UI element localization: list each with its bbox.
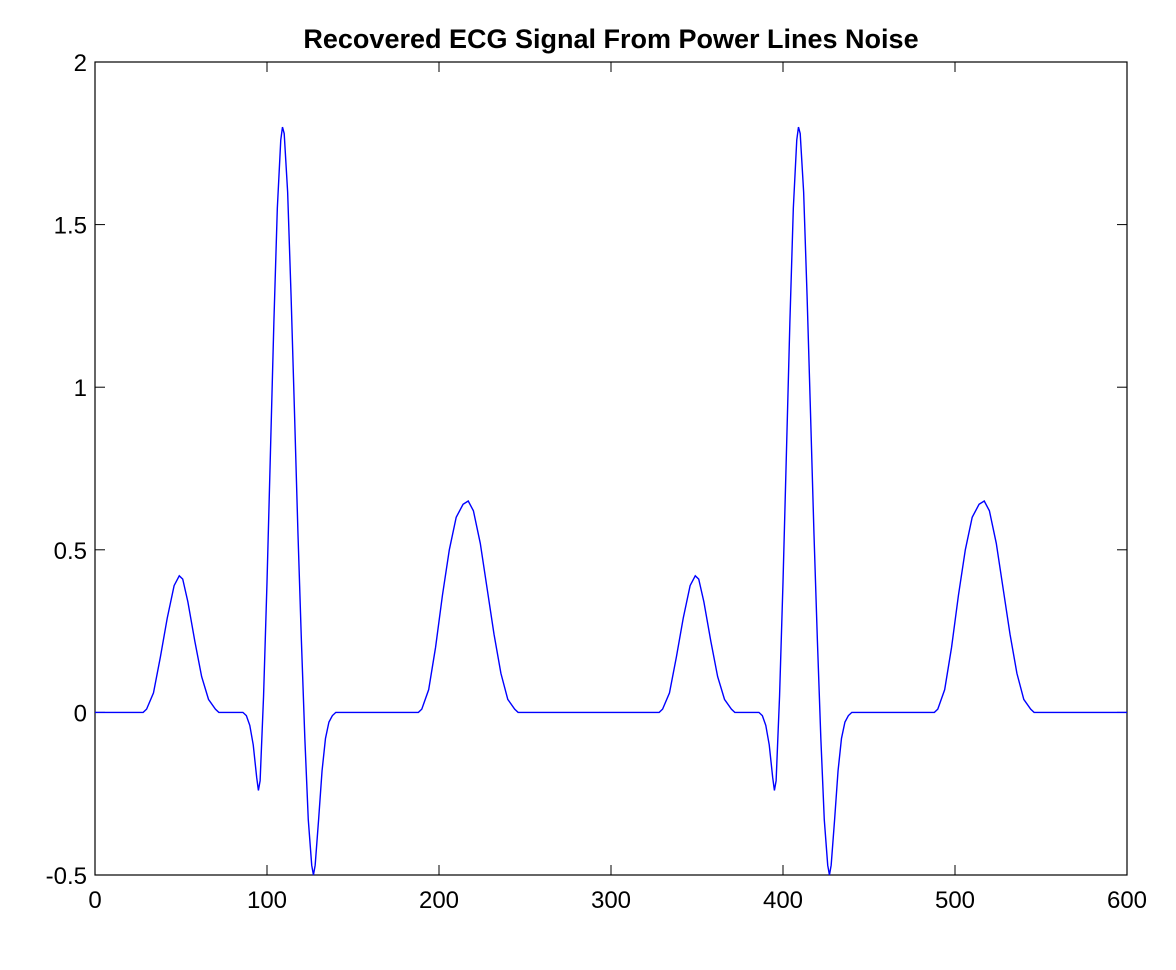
ecg-signal-line bbox=[95, 126, 1127, 876]
x-tick-label: 100 bbox=[247, 887, 287, 914]
x-tick-label: 500 bbox=[935, 887, 975, 914]
x-tick-label: 300 bbox=[591, 887, 631, 914]
x-tick-label: 0 bbox=[88, 887, 101, 914]
x-axis: 0 100 200 300 400 500 600 bbox=[88, 62, 1147, 914]
y-tick-label: 2 bbox=[74, 50, 87, 77]
plot-area bbox=[94, 61, 1128, 876]
y-axis: -0.5 0 0.5 1 1.5 2 bbox=[46, 50, 1127, 890]
y-tick-label: 0 bbox=[74, 700, 87, 727]
y-tick-label: 1.5 bbox=[54, 213, 87, 240]
x-tick-label: 200 bbox=[419, 887, 459, 914]
y-tick-label: 1 bbox=[74, 375, 87, 402]
x-tick-label: 400 bbox=[763, 887, 803, 914]
y-tick-label: -0.5 bbox=[46, 863, 87, 890]
y-tick-label: 0.5 bbox=[54, 538, 87, 565]
chart-title: Recovered ECG Signal From Power Lines No… bbox=[303, 24, 918, 54]
x-tick-label: 600 bbox=[1107, 887, 1147, 914]
